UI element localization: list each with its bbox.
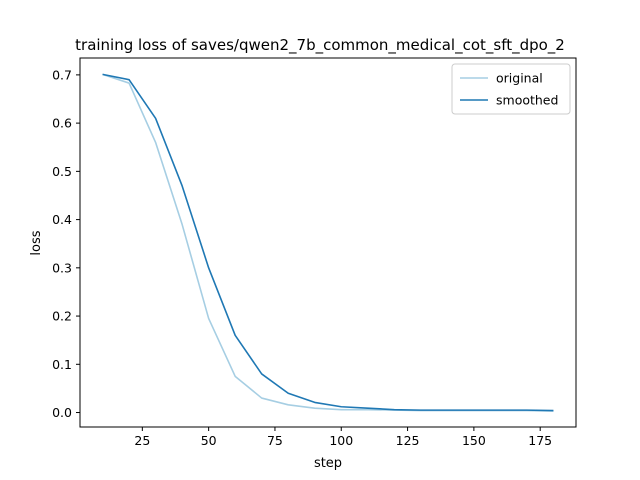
x-tick-label: 150 bbox=[462, 433, 486, 448]
plot-frame bbox=[79, 57, 577, 428]
y-axis-label: loss bbox=[29, 230, 44, 255]
y-tick-label: 0.2 bbox=[52, 309, 72, 324]
legend: original smoothed bbox=[451, 63, 571, 115]
x-tick-label: 75 bbox=[267, 433, 283, 448]
legend-label-original: original bbox=[496, 71, 543, 86]
x-tick-label: 50 bbox=[201, 433, 217, 448]
y-tick-label: 0.1 bbox=[52, 357, 72, 372]
y-tick-label: 0.7 bbox=[52, 67, 72, 82]
chart-title: training loss of saves/qwen2_7b_common_m… bbox=[75, 36, 565, 55]
x-axis-label: step bbox=[314, 456, 342, 471]
legend-box bbox=[451, 63, 571, 115]
y-tick-label: 0.5 bbox=[52, 164, 72, 179]
y-tick-label: 0.4 bbox=[52, 212, 72, 227]
x-tick-label: 125 bbox=[396, 433, 420, 448]
x-tick-label: 25 bbox=[134, 433, 150, 448]
x-tick-label: 175 bbox=[528, 433, 552, 448]
series-line-original bbox=[102, 73, 554, 412]
x-axis: 25 50 75 100 125 150 175 bbox=[134, 427, 552, 448]
x-tick-label: 100 bbox=[329, 433, 353, 448]
y-tick-label: 0.6 bbox=[52, 116, 72, 131]
legend-label-smoothed: smoothed bbox=[496, 93, 558, 108]
plot-area bbox=[102, 73, 554, 412]
y-tick-label: 0.3 bbox=[52, 260, 72, 275]
y-tick-label: 0.0 bbox=[52, 405, 72, 420]
series-line-smoothed bbox=[102, 73, 554, 412]
y-axis: 0.0 0.1 0.2 0.3 0.4 0.5 0.6 0.7 bbox=[52, 67, 80, 420]
